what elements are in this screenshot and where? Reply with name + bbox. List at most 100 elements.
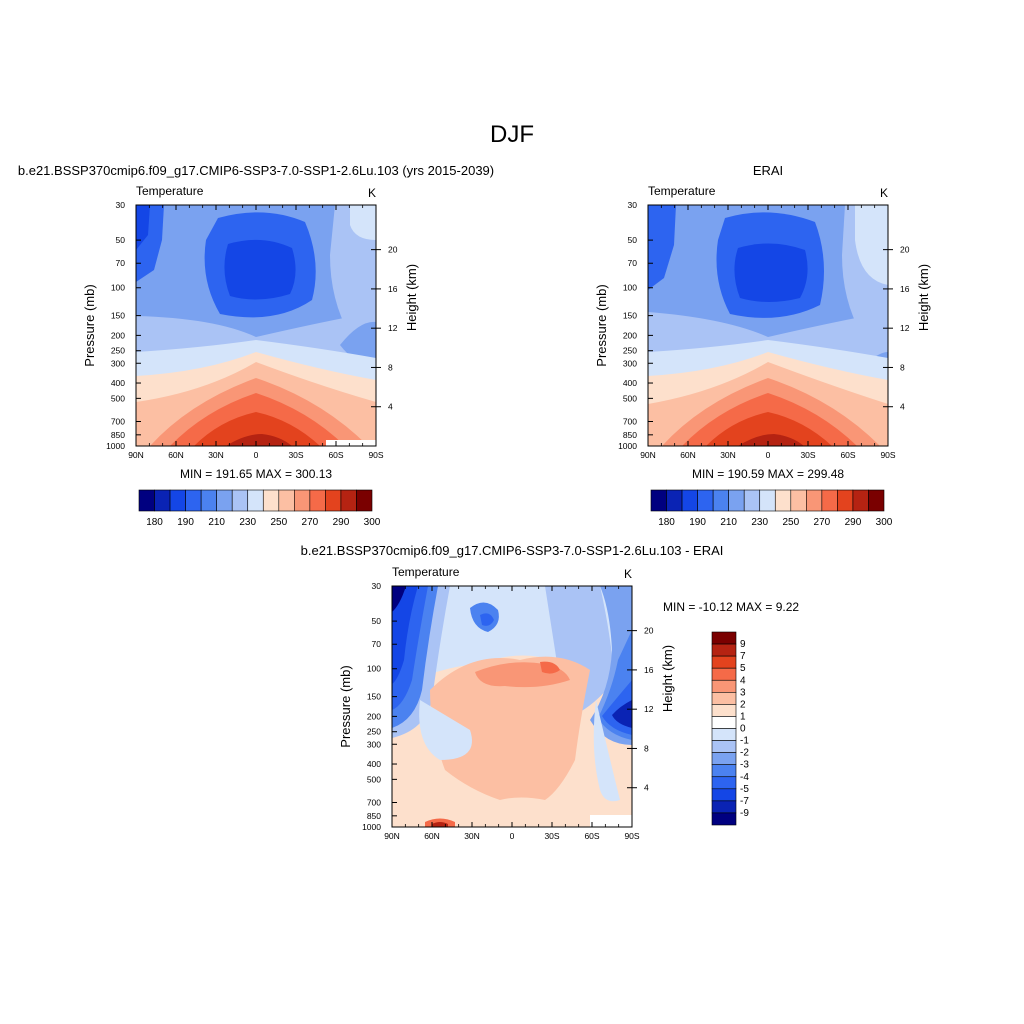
colorbar-swatch <box>743 489 761 512</box>
y-axis-title: Pressure (mb) <box>82 284 97 366</box>
y-tick-label: 400 <box>111 378 125 388</box>
colorbar-label: 300 <box>876 517 893 528</box>
colorbar-label: 3 <box>740 687 746 698</box>
missing-data-region <box>590 815 632 827</box>
panel-model-variable-label: Temperature <box>136 184 204 198</box>
colorbar-swatch <box>711 776 737 790</box>
panel-model-plot-area <box>136 205 376 446</box>
y-tick-label: 150 <box>623 311 637 321</box>
colorbar-swatch <box>340 489 357 512</box>
x-tick-label: 90N <box>384 831 400 841</box>
colorbar-label: 210 <box>720 517 737 528</box>
y-right-tick-label: 16 <box>388 284 398 294</box>
x-tick-label: 30N <box>464 831 480 841</box>
y-tick-label: 70 <box>116 258 126 268</box>
y-right-axis-title: Height (km) <box>660 645 675 712</box>
y-right-tick-label: 4 <box>644 783 649 793</box>
y-right-tick-label: 8 <box>900 362 905 372</box>
colorbar-swatch <box>325 489 342 512</box>
contour-fill <box>350 205 376 240</box>
y-tick-label: 250 <box>111 346 125 356</box>
colorbar-swatch <box>185 489 202 512</box>
colorbar-label: -9 <box>740 808 749 819</box>
y-tick-label: 250 <box>623 346 637 356</box>
y-tick-label: 150 <box>111 311 125 321</box>
y-tick-label: 1000 <box>362 822 381 832</box>
x-tick-label: 30S <box>544 831 559 841</box>
colorbar-label: -1 <box>740 736 749 747</box>
contour-fill <box>136 205 150 250</box>
colorbar-swatch <box>711 631 737 645</box>
panel-erai-variable-label: Temperature <box>648 184 716 198</box>
contour-fill <box>855 205 888 285</box>
x-tick-label: 0 <box>510 831 515 841</box>
y-tick-label: 400 <box>623 378 637 388</box>
colorbar-swatch <box>711 679 737 693</box>
colorbar-label: 190 <box>177 517 194 528</box>
x-tick-label: 60N <box>168 450 184 460</box>
y-tick-label: 50 <box>372 616 382 626</box>
y-tick-label: 30 <box>116 200 126 210</box>
y-right-tick-label: 12 <box>388 323 398 333</box>
colorbar-swatch <box>711 716 737 729</box>
y-tick-label: 1000 <box>106 441 125 451</box>
colorbar-label: 250 <box>782 517 799 528</box>
colorbar-swatch <box>711 812 737 826</box>
y-right-tick-label: 12 <box>900 323 910 333</box>
y-right-tick-label: 4 <box>900 402 905 412</box>
panel-diff-axes: 90N 60N 30N 0 30S 60S 90S 30 50 70 100 150 200 250 300… <box>338 581 675 841</box>
y-tick-label: 150 <box>367 692 381 702</box>
y-tick-label: 30 <box>628 200 638 210</box>
colorbar-swatch <box>278 489 295 512</box>
panel-model-units-label: K <box>368 186 376 200</box>
colorbar-swatch <box>711 740 737 753</box>
contour-fill <box>734 243 808 302</box>
colorbar-label: 0 <box>740 724 746 735</box>
colorbar-label: 270 <box>814 517 831 528</box>
colorbar-label: 4 <box>740 675 746 686</box>
colorbar-label: 270 <box>302 517 319 528</box>
colorbar-swatch <box>697 489 714 512</box>
x-tick-label: 0 <box>254 450 259 460</box>
y-tick-label: 250 <box>367 727 381 737</box>
contour-fill <box>612 700 632 728</box>
y-tick-label: 850 <box>111 430 125 440</box>
y-right-tick-label: 16 <box>900 284 910 294</box>
colorbar-swatch <box>356 489 373 512</box>
panel-erai-colorbar: 180 190 210 230 250 270 290 300 <box>650 489 893 528</box>
colorbar-swatch <box>711 752 737 765</box>
y-tick-label: 70 <box>628 258 638 268</box>
contour-fill <box>706 412 832 446</box>
y-right-tick-label: 4 <box>388 402 393 412</box>
x-tick-label: 30N <box>720 450 736 460</box>
x-tick-label: 0 <box>766 450 771 460</box>
colorbar-label: 7 <box>740 651 746 662</box>
colorbar-label: 230 <box>751 517 768 528</box>
x-tick-label: 90N <box>128 450 144 460</box>
colorbar-swatch <box>759 489 776 512</box>
panel-model: b.e21.BSSP370cmip6.f09_g17.CMIP6-SSP3-7.… <box>18 163 494 528</box>
colorbar-label: -5 <box>740 784 749 795</box>
y-tick-label: 700 <box>367 797 381 807</box>
colorbar-swatch <box>711 643 737 657</box>
colorbar-swatch <box>790 489 807 512</box>
colorbar-swatch <box>711 800 737 814</box>
colorbar-label: -7 <box>740 796 749 807</box>
colorbar-label: 9 <box>740 639 746 650</box>
contour-fill <box>419 700 472 760</box>
x-tick-label: 90S <box>880 450 895 460</box>
y-tick-label: 100 <box>623 283 637 293</box>
y-tick-label: 50 <box>116 235 126 245</box>
x-tick-label: 30N <box>208 450 224 460</box>
colorbar-swatch <box>247 489 264 512</box>
contour-fill <box>194 412 320 446</box>
contour-fill <box>392 798 632 827</box>
x-tick-label: 60N <box>680 450 696 460</box>
y-tick-label: 100 <box>367 664 381 674</box>
colorbar-label: -2 <box>740 748 749 759</box>
panel-model-title: b.e21.BSSP370cmip6.f09_g17.CMIP6-SSP3-7.… <box>18 163 494 178</box>
y-tick-label: 200 <box>367 711 381 721</box>
colorbar-swatch <box>774 489 792 512</box>
y-right-tick-label: 12 <box>644 704 654 714</box>
y-tick-label: 850 <box>367 811 381 821</box>
